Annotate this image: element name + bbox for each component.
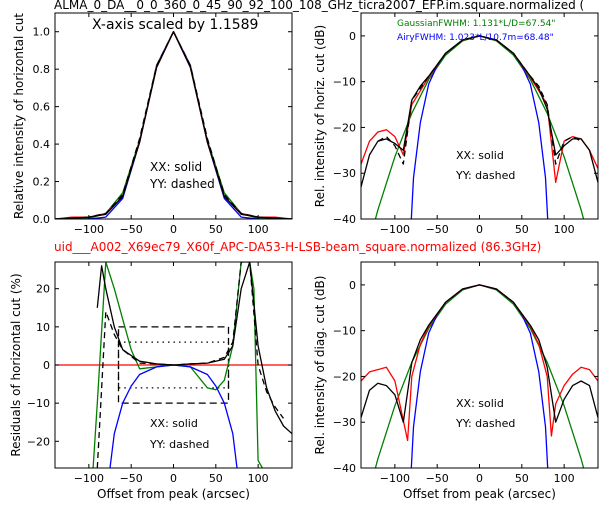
x-tick-label: 100 bbox=[554, 223, 575, 236]
y-tick-label: 0.0 bbox=[33, 213, 51, 226]
plot-area bbox=[361, 284, 598, 468]
bottom-right-panel: −100 −50 0 50 100 0 −10 −20 −30 −40 Rel. intensity… bbox=[313, 261, 599, 501]
x-tick-label: −100 bbox=[74, 223, 104, 236]
series-line-4 bbox=[377, 35, 582, 165]
annotation: XX: solid bbox=[150, 417, 198, 430]
annotation: YY: dashed bbox=[149, 438, 209, 451]
axes-frame bbox=[360, 261, 599, 469]
annotation: XX: solid bbox=[150, 160, 202, 174]
series-line-1 bbox=[410, 35, 549, 219]
y-tick-label: 0 bbox=[349, 279, 356, 292]
plot-area bbox=[55, 31, 292, 219]
plot-area bbox=[55, 262, 292, 468]
y-tick-label: −40 bbox=[333, 213, 356, 226]
x-tick-label: 0 bbox=[476, 472, 483, 485]
y-tick-label: 0.2 bbox=[33, 176, 51, 189]
y-tick-label: 0.4 bbox=[33, 138, 51, 151]
x-tick-label: 0 bbox=[170, 223, 177, 236]
x-tick-label: 50 bbox=[209, 472, 223, 485]
x-tick-label: 100 bbox=[248, 472, 269, 485]
series-line-3 bbox=[55, 31, 292, 219]
x-tick-label: 100 bbox=[554, 472, 575, 485]
x-tick-label: −100 bbox=[74, 472, 104, 485]
x-tick-label: 100 bbox=[248, 223, 269, 236]
y-tick-label: 0 bbox=[43, 359, 50, 372]
y-tick-label: −30 bbox=[333, 167, 356, 180]
annotation: YY: dashed bbox=[149, 177, 215, 191]
y-tick-label: −20 bbox=[27, 435, 50, 448]
top-left-panel: −100 −50 0 50 100 0.0 0.2 0.4 0.6 0.8 1.0 Relative … bbox=[12, 12, 293, 236]
x-tick-label: −100 bbox=[380, 472, 410, 485]
x-tick-label: −50 bbox=[426, 223, 449, 236]
y-tick-label: 20 bbox=[36, 283, 50, 296]
x-tick-label: 50 bbox=[209, 223, 223, 236]
annotation: YY: dashed bbox=[455, 169, 515, 182]
y-tick-label: −20 bbox=[333, 370, 356, 383]
annotation: XX: solid bbox=[456, 397, 504, 410]
x-tick-label: −100 bbox=[380, 223, 410, 236]
y-axis-label: Residuals of horizontal cut (%) bbox=[9, 273, 23, 456]
y-tick-label: −40 bbox=[333, 462, 356, 475]
y-tick-label: −30 bbox=[333, 416, 356, 429]
legend-entry: AiryFWHM: 1.023*L/10.7m=68.48" bbox=[397, 33, 554, 43]
mid-title: uid___A002_X69ec79_X60f_APC-DA53-H-LSB-b… bbox=[54, 240, 541, 254]
x-tick-label: 0 bbox=[170, 472, 177, 485]
series-line-3 bbox=[361, 284, 598, 423]
x-axis-label: Offset from peak (arcsec) bbox=[97, 487, 250, 501]
annotation: XX: solid bbox=[456, 149, 504, 162]
y-tick-label: 10 bbox=[36, 321, 50, 334]
y-tick-label: 1.0 bbox=[33, 26, 51, 39]
y-tick-label: −10 bbox=[27, 397, 50, 410]
x-tick-label: −50 bbox=[120, 472, 143, 485]
y-tick-label: 0 bbox=[349, 30, 356, 43]
x-tick-label: 50 bbox=[515, 223, 529, 236]
x-tick-label: −50 bbox=[120, 223, 143, 236]
legend-entry: GaussianFWHM: 1.131*L/D=67.54" bbox=[397, 19, 555, 29]
residual-box-1 bbox=[117, 341, 230, 389]
y-tick-label: −20 bbox=[333, 121, 356, 134]
y-axis-label: Rel. intensity of diag. cut (dB) bbox=[313, 276, 327, 455]
y-tick-label: −10 bbox=[333, 76, 356, 89]
x-axis-label: Offset from peak (arcsec) bbox=[403, 487, 556, 501]
x-tick-label: −50 bbox=[426, 472, 449, 485]
series-line-4 bbox=[96, 262, 285, 468]
annotation: X-axis scaled by 1.1589 bbox=[92, 17, 258, 33]
x-tick-label: 50 bbox=[515, 472, 529, 485]
y-axis-label: Relative intensity of horizontal cut bbox=[12, 13, 26, 219]
axes-frame bbox=[360, 12, 599, 220]
plot-area bbox=[361, 35, 598, 219]
annotation: YY: dashed bbox=[455, 417, 515, 430]
series-line-1 bbox=[410, 284, 549, 468]
y-tick-label: −10 bbox=[333, 325, 356, 338]
series-line-3 bbox=[96, 262, 292, 435]
series-line-3 bbox=[361, 35, 598, 188]
top-right-panel: −100 −50 0 50 100 0 −10 −20 −30 −40 Rel. intensity… bbox=[313, 12, 599, 236]
y-tick-label: 0.8 bbox=[33, 63, 51, 76]
top-title: ALMA_0_DA__0_0_360_0_45_90_92_100_108_GH… bbox=[54, 0, 584, 12]
y-tick-label: 0.6 bbox=[33, 101, 51, 114]
x-tick-label: 0 bbox=[476, 223, 483, 236]
y-axis-label: Rel. intensity of horiz. cut (dB) bbox=[313, 25, 327, 207]
